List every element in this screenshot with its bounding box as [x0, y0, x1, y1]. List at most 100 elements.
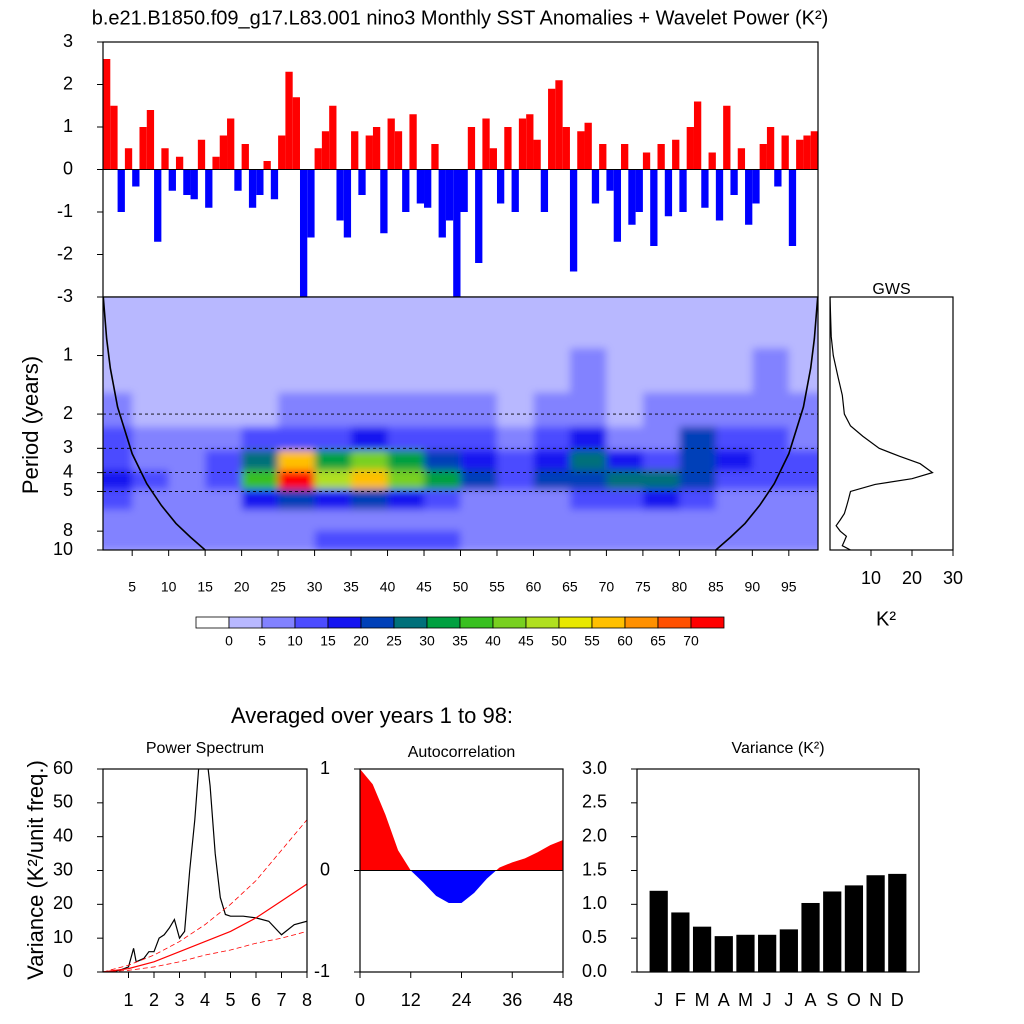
- anomaly-bar: [307, 169, 315, 238]
- anomaly-bar: [205, 169, 213, 208]
- wavelet-cell: [533, 297, 571, 349]
- x-tick-label: 0: [355, 990, 365, 1010]
- y-tick-label: 3: [63, 437, 73, 457]
- anomaly-bar: [584, 122, 592, 170]
- wavelet-cell: [496, 509, 534, 531]
- anomaly-bar: [788, 169, 797, 246]
- anomaly-bar: [445, 169, 454, 221]
- wavelet-cell: [314, 392, 352, 428]
- anomaly-bar: [234, 169, 242, 191]
- x-tick-label: 95: [781, 579, 797, 595]
- bar: [888, 873, 907, 972]
- wavelet-cell: [606, 348, 644, 394]
- wavelet-cell: [752, 450, 790, 471]
- plot-area: [649, 873, 907, 972]
- anomaly-bar: [256, 169, 264, 195]
- colorbar-label: 40: [485, 633, 501, 649]
- plot-area: [830, 297, 934, 550]
- anomaly-bar: [540, 169, 549, 212]
- wavelet-cell: [679, 509, 717, 531]
- anomaly-bar: [124, 148, 133, 170]
- anomaly-bar: [730, 169, 738, 195]
- colorbar-box: [393, 616, 428, 629]
- wavelet-cell: [424, 450, 461, 471]
- wavelet-cell: [569, 530, 607, 550]
- wavelet-cell: [241, 530, 279, 550]
- anomaly-bar: [336, 169, 344, 221]
- y-tick-label: 0: [63, 158, 73, 178]
- wavelet-cell: [351, 392, 389, 428]
- wavelet-cell: [424, 426, 461, 451]
- anomaly-bar: [467, 127, 476, 170]
- wavelet-cell: [642, 392, 680, 428]
- y-tick-label: 0: [320, 859, 330, 879]
- wavelet-cell: [205, 489, 243, 511]
- anomaly-bar: [591, 169, 600, 204]
- wavelet-cell: [278, 509, 316, 531]
- colorbar-box: [195, 616, 230, 629]
- bar: [649, 890, 668, 972]
- anomaly-bar: [285, 71, 293, 170]
- spectrum-line: [103, 883, 307, 972]
- x-tick-label: 30: [943, 568, 963, 588]
- wavelet-cell: [241, 489, 279, 511]
- wavelet-cell: [351, 470, 389, 490]
- wavelet-cell: [752, 509, 790, 531]
- x-tick-label: 65: [562, 579, 578, 595]
- wavelet-cell: [752, 426, 790, 451]
- wavelet-cell: [314, 348, 352, 394]
- panel-title: Autocorrelation: [408, 744, 516, 761]
- x-tick-label: 25: [270, 579, 286, 595]
- x-tick-label: 5: [225, 990, 235, 1010]
- wavelet-cell: [642, 489, 680, 511]
- y-tick-label: -2: [57, 243, 73, 263]
- anomaly-bar: [409, 114, 417, 170]
- wavelet-cell: [606, 392, 644, 428]
- wavelet-cell: [496, 392, 534, 428]
- panel-title: Power Spectrum: [146, 740, 264, 757]
- wavelet-cell: [168, 470, 206, 490]
- wavelet-cell: [241, 450, 279, 471]
- wavelet-cell: [168, 297, 206, 349]
- wavelet-cell: [642, 530, 680, 550]
- anomaly-bar: [168, 169, 176, 191]
- spectrum-line: [103, 931, 307, 972]
- anomaly-bar: [321, 131, 330, 170]
- y-tick-label: 4: [63, 461, 73, 481]
- colorbar-label: 20: [353, 633, 369, 649]
- wavelet-cell: [351, 450, 389, 471]
- anomaly-bar: [737, 148, 746, 170]
- colorbar-label: 50: [551, 633, 567, 649]
- anomaly-bar: [657, 144, 665, 170]
- anomaly-bar: [752, 169, 760, 204]
- wavelet-cell: [460, 509, 498, 531]
- wavelet-cell: [460, 392, 498, 428]
- anomaly-bar: [569, 169, 578, 272]
- x-tick-label: 55: [489, 579, 505, 595]
- anomaly-bar: [343, 169, 352, 238]
- anomaly-bar: [387, 118, 395, 170]
- wavelet-cell: [496, 450, 534, 471]
- wavelet-cell: [424, 392, 461, 428]
- anomaly-bar: [482, 118, 490, 170]
- wavelet-cell: [314, 530, 352, 550]
- anomaly-bar: [628, 169, 636, 225]
- colorbar-label: 70: [683, 633, 699, 649]
- wavelet-cell: [533, 470, 571, 490]
- wavelet-cell: [103, 450, 133, 471]
- spectrum-line: [103, 819, 307, 972]
- wavelet-cell: [387, 470, 425, 490]
- anomaly-bar: [329, 105, 337, 170]
- anomaly-bar: [394, 131, 403, 170]
- wavelet-cell: [168, 489, 206, 511]
- bar: [866, 875, 885, 972]
- wavelet-cell: [132, 470, 170, 490]
- wavelet-cell: [642, 509, 680, 531]
- y-tick-label: 40: [53, 825, 73, 845]
- anomaly-bar: [526, 114, 534, 170]
- x-tick-label: 10: [161, 579, 177, 595]
- wavelet-cell: [533, 426, 571, 451]
- colorbar-box: [294, 616, 329, 629]
- wavelet-cell: [278, 392, 316, 428]
- wavelet-cell: [241, 426, 279, 451]
